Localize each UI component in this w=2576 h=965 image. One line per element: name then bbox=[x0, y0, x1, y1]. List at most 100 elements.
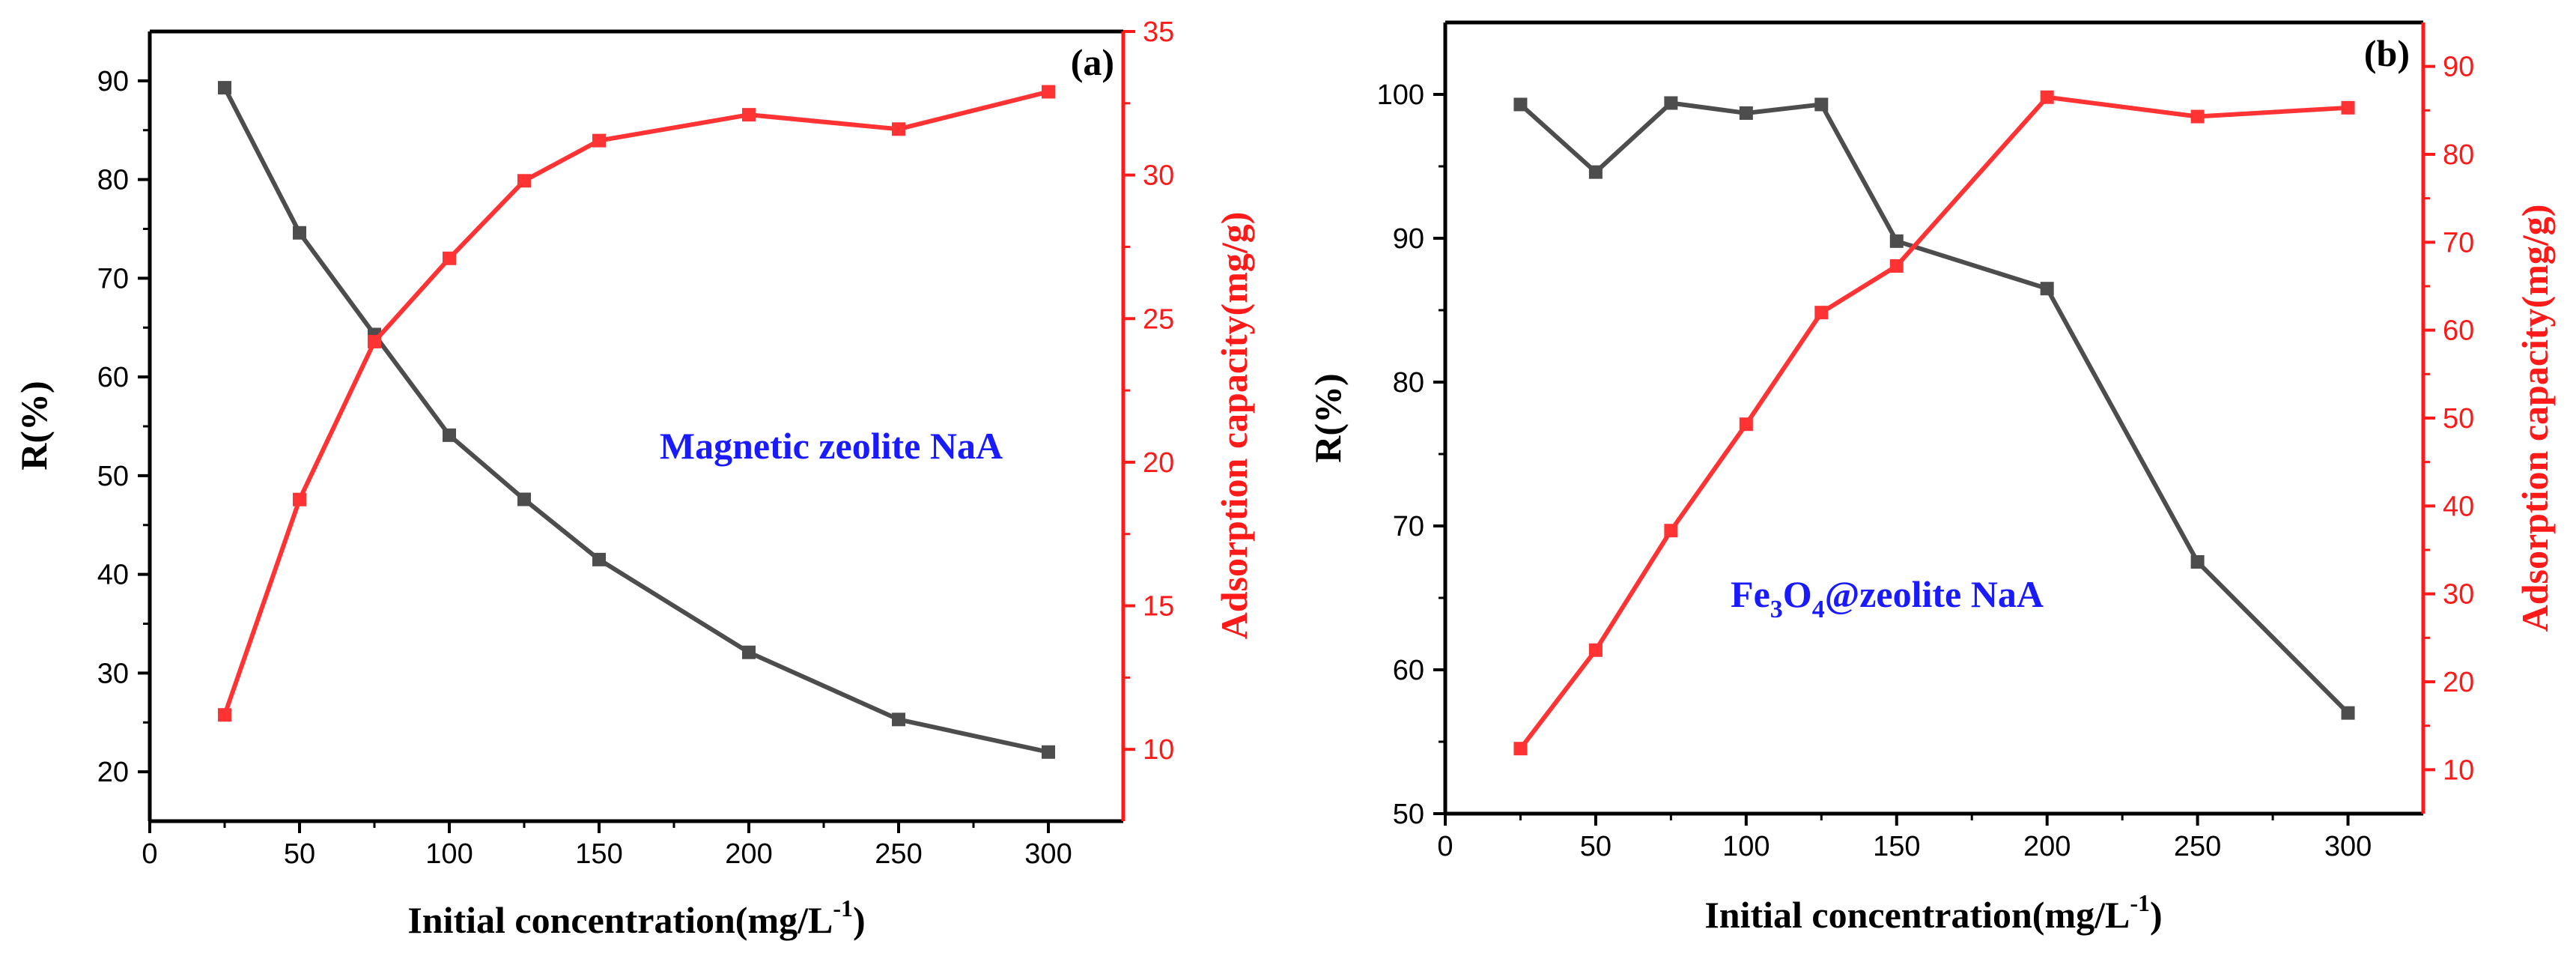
adsorption-capacity-point bbox=[1889, 259, 1904, 273]
x-tick-label: 100 bbox=[1722, 831, 1770, 862]
adsorption-capacity-point bbox=[892, 122, 905, 136]
r-percent-point bbox=[1739, 106, 1753, 120]
y-left-tick-label: 20 bbox=[97, 757, 129, 788]
adsorption-capacity-point bbox=[443, 251, 456, 265]
adsorption-capacity-point bbox=[1664, 524, 1678, 538]
y-left-tick-label: 50 bbox=[1393, 799, 1424, 830]
annotation-subscript: 4 bbox=[1812, 596, 1825, 623]
x-axis-title-superscript: -1 bbox=[833, 895, 853, 922]
r-percent-point bbox=[2341, 706, 2355, 720]
adsorption-capacity-point bbox=[742, 108, 756, 122]
adsorption-capacity-point bbox=[368, 334, 381, 348]
y-right-tick-label: 50 bbox=[2443, 403, 2474, 435]
y-left-tick-label: 80 bbox=[1393, 367, 1424, 399]
x-axis-title-main: Initial concentration(mg/L bbox=[407, 899, 833, 941]
x-tick-label: 0 bbox=[142, 838, 157, 870]
adsorption-capacity-point bbox=[517, 174, 531, 188]
y-left-tick-label: 70 bbox=[97, 263, 129, 294]
x-tick-label: 300 bbox=[1024, 838, 1072, 870]
x-tick-label: 50 bbox=[284, 838, 315, 870]
adsorption-capacity-series-line bbox=[222, 89, 1049, 716]
y-right-tick-label: 10 bbox=[2443, 754, 2474, 786]
y-left-tick-label: 90 bbox=[1393, 223, 1424, 255]
adsorption-capacity-point bbox=[592, 133, 606, 148]
annotation-part: Fe bbox=[1731, 573, 1770, 615]
r-percent-point bbox=[2040, 282, 2054, 296]
adsorption-capacity-point bbox=[2341, 100, 2355, 115]
r-percent-point bbox=[742, 645, 756, 659]
adsorption-capacity-point bbox=[1814, 306, 1829, 320]
x-tick-label: 250 bbox=[2174, 831, 2221, 862]
panel-label: (b) bbox=[2364, 32, 2410, 74]
adsorption-capacity-point bbox=[1739, 417, 1753, 432]
y-right-tick-label: 25 bbox=[1143, 303, 1174, 335]
y-left-tick-label: 60 bbox=[97, 362, 129, 393]
x-axis-title-main: Initial concentration(mg/L bbox=[1704, 894, 2130, 936]
y-right-tick-label: 30 bbox=[1143, 160, 1174, 192]
adsorption-capacity-series-line bbox=[1519, 94, 2348, 750]
y-left-tick-label: 80 bbox=[97, 165, 129, 196]
x-axis-title-end: ) bbox=[853, 899, 866, 941]
y-right-tick-label: 35 bbox=[1143, 16, 1174, 48]
r-percent-series-line bbox=[222, 86, 1049, 754]
y-right-axis-title: Adsorption capacity(mg/g) bbox=[2514, 205, 2556, 632]
r-percent-series-line bbox=[1519, 100, 2350, 715]
panel-b: 0 50 100 150 200 250 300 50 60 70 80 90 100 10 20 30 40 5… bbox=[1307, 20, 2556, 936]
x-tick-label: 200 bbox=[725, 838, 772, 870]
r-percent-point bbox=[517, 492, 531, 506]
x-tick-label: 200 bbox=[2023, 831, 2071, 862]
y-left-tick-label: 40 bbox=[97, 560, 129, 591]
x-axis-title: Initial concentration(mg/L-1) bbox=[1704, 889, 2162, 936]
x-axis-title-superscript: -1 bbox=[2130, 889, 2150, 916]
r-percent-point bbox=[892, 713, 905, 727]
r-percent-point bbox=[1513, 97, 1528, 112]
y-right-tick-label: 15 bbox=[1143, 591, 1174, 623]
y-left-tick-label: 90 bbox=[97, 66, 129, 97]
annotation-part: O bbox=[1783, 573, 1812, 615]
x-axis-title: Initial concentration(mg/L-1) bbox=[407, 895, 865, 941]
r-percent-point bbox=[592, 552, 606, 566]
y-left-tick-label: 50 bbox=[97, 461, 129, 492]
adsorption-capacity-point bbox=[2190, 109, 2205, 124]
y-right-tick-label: 20 bbox=[2443, 667, 2474, 698]
r-percent-point bbox=[1664, 96, 1678, 110]
adsorption-capacity-point bbox=[1588, 643, 1603, 657]
x-tick-label: 250 bbox=[875, 838, 922, 870]
r-percent-point bbox=[218, 81, 231, 95]
annotation-subscript: 3 bbox=[1770, 596, 1783, 623]
y-left-tick-label: 60 bbox=[1393, 655, 1424, 686]
y-right-tick-label: 90 bbox=[2443, 52, 2474, 83]
x-tick-label: 0 bbox=[1437, 831, 1453, 862]
y-right-tick-label: 60 bbox=[2443, 315, 2474, 347]
r-percent-point bbox=[1042, 745, 1055, 759]
y-right-tick-label: 10 bbox=[1143, 734, 1174, 766]
annotation-part: @zeolite NaA bbox=[1825, 573, 2044, 615]
adsorption-capacity-point bbox=[1042, 85, 1055, 99]
y-right-axis-title: Adsorption capacity(mg/g) bbox=[1213, 212, 1255, 640]
r-percent-point bbox=[1889, 234, 1904, 248]
y-right-tick-label: 80 bbox=[2443, 139, 2474, 171]
x-tick-label: 150 bbox=[575, 838, 622, 870]
r-percent-point bbox=[1814, 97, 1829, 112]
adsorption-capacity-point bbox=[293, 492, 306, 506]
x-tick-label: 100 bbox=[425, 838, 473, 870]
y-right-tick-label: 20 bbox=[1143, 447, 1174, 479]
y-left-axis-title: R(%) bbox=[1307, 373, 1349, 462]
y-left-tick-label: 100 bbox=[1377, 79, 1424, 111]
material-annotation: Fe3O4@zeolite NaA bbox=[1731, 573, 2044, 623]
adsorption-capacity-point bbox=[218, 708, 231, 722]
x-tick-label: 300 bbox=[2324, 831, 2372, 862]
r-percent-point bbox=[443, 428, 456, 442]
panel-a: 0 50 100 150 200 250 300 20 30 40 50 60 70 80 90 10 15 20… bbox=[13, 16, 1255, 941]
material-annotation: Magnetic zeolite NaA bbox=[660, 425, 1003, 467]
r-percent-point bbox=[293, 226, 306, 240]
y-right-tick-label: 70 bbox=[2443, 227, 2474, 258]
y-left-tick-label: 70 bbox=[1393, 511, 1424, 542]
y-left-tick-label: 30 bbox=[97, 658, 129, 689]
r-percent-point bbox=[2190, 555, 2205, 569]
adsorption-capacity-point bbox=[1513, 742, 1528, 756]
y-right-tick-label: 40 bbox=[2443, 491, 2474, 522]
y-left-axis-title: R(%) bbox=[13, 381, 55, 470]
r-percent-point bbox=[1588, 165, 1603, 179]
